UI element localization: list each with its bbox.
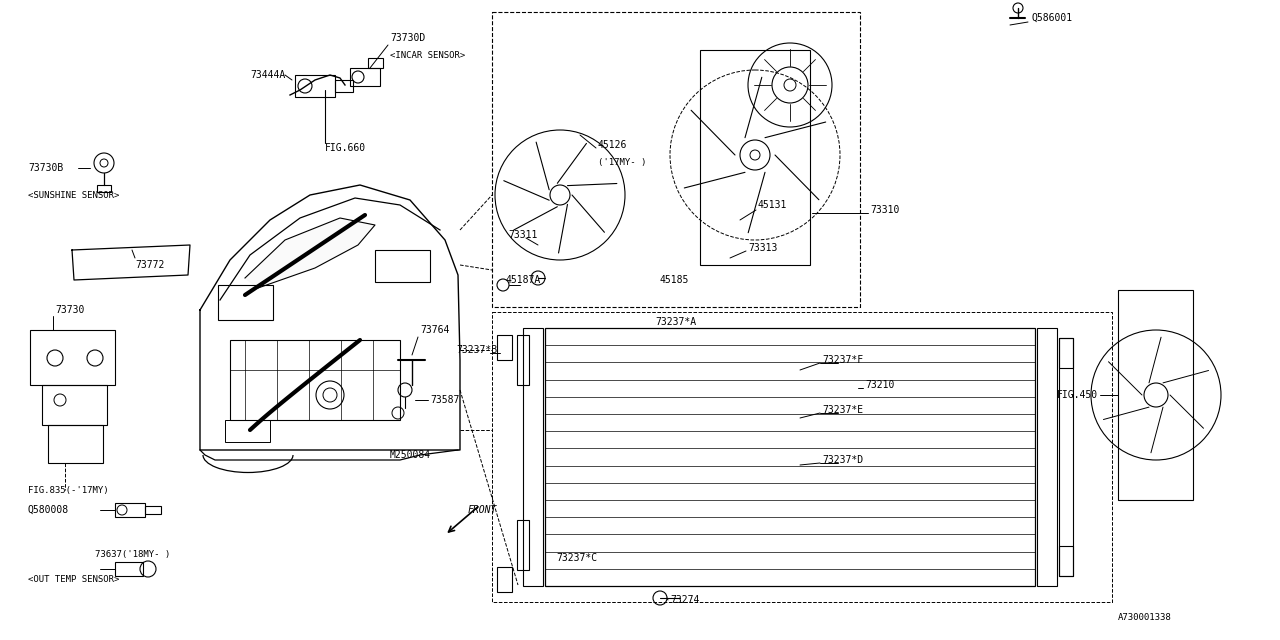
Bar xyxy=(1117,290,1193,500)
Text: 45185: 45185 xyxy=(660,275,690,285)
Text: 45131: 45131 xyxy=(758,200,787,210)
Text: 73730: 73730 xyxy=(55,305,84,315)
Bar xyxy=(1059,546,1073,576)
Bar xyxy=(97,185,111,192)
Circle shape xyxy=(1144,383,1169,407)
Text: <SUNSHINE SENSOR>: <SUNSHINE SENSOR> xyxy=(28,191,119,200)
Bar xyxy=(524,328,543,586)
Circle shape xyxy=(783,79,796,91)
Text: 73587: 73587 xyxy=(430,395,460,405)
Text: M250084: M250084 xyxy=(390,450,431,460)
Bar xyxy=(369,58,383,68)
Text: Q586001: Q586001 xyxy=(1032,13,1073,23)
Text: A730001338: A730001338 xyxy=(1117,614,1171,623)
Polygon shape xyxy=(244,218,375,288)
Bar xyxy=(335,80,353,92)
Bar xyxy=(115,562,143,576)
Text: 73764: 73764 xyxy=(420,325,449,335)
Bar xyxy=(145,506,161,514)
Text: 73730B: 73730B xyxy=(28,163,63,173)
Bar xyxy=(497,567,512,592)
Bar xyxy=(115,503,145,517)
Bar xyxy=(375,250,430,282)
Bar xyxy=(492,312,1112,602)
Text: <INCAR SENSOR>: <INCAR SENSOR> xyxy=(390,51,465,60)
Text: 73237*D: 73237*D xyxy=(822,455,863,465)
Text: 73274: 73274 xyxy=(669,595,699,605)
Text: 73237*B: 73237*B xyxy=(456,345,497,355)
Text: 73237*A: 73237*A xyxy=(655,317,696,327)
Text: 73313: 73313 xyxy=(748,243,777,253)
Text: ('17MY- ): ('17MY- ) xyxy=(598,157,646,166)
Circle shape xyxy=(750,150,760,160)
Text: FIG.835(-'17MY): FIG.835(-'17MY) xyxy=(28,486,109,495)
Text: 73237*E: 73237*E xyxy=(822,405,863,415)
Text: 73210: 73210 xyxy=(865,380,895,390)
Bar xyxy=(545,328,1036,586)
Text: 73444A: 73444A xyxy=(250,70,285,80)
Bar xyxy=(294,75,335,97)
Bar xyxy=(517,520,529,570)
Bar xyxy=(225,420,270,442)
Bar xyxy=(497,335,512,360)
Text: Q580008: Q580008 xyxy=(28,505,69,515)
Circle shape xyxy=(100,159,108,167)
Bar xyxy=(218,285,273,320)
Bar xyxy=(517,335,529,385)
Text: FIG.450: FIG.450 xyxy=(1057,390,1098,400)
Bar xyxy=(1037,328,1057,586)
Text: 45187A: 45187A xyxy=(506,275,540,285)
Text: 73730D: 73730D xyxy=(390,33,425,43)
Bar xyxy=(349,68,380,86)
Bar xyxy=(49,425,102,463)
Text: 73311: 73311 xyxy=(508,230,538,240)
Bar xyxy=(1059,338,1073,576)
Text: 73237*F: 73237*F xyxy=(822,355,863,365)
Text: FRONT: FRONT xyxy=(468,505,498,515)
Bar xyxy=(492,12,860,307)
Text: 45126: 45126 xyxy=(598,140,627,150)
Text: 73310: 73310 xyxy=(870,205,900,215)
Text: FIG.660: FIG.660 xyxy=(325,143,366,153)
Bar xyxy=(1059,338,1073,368)
Bar xyxy=(230,340,399,420)
Bar xyxy=(42,385,108,425)
Text: 73637('18MY- ): 73637('18MY- ) xyxy=(95,550,170,559)
Circle shape xyxy=(772,67,808,103)
Text: 73237*C: 73237*C xyxy=(556,553,598,563)
Bar xyxy=(29,330,115,385)
Circle shape xyxy=(116,505,127,515)
Text: 73772: 73772 xyxy=(134,260,164,270)
Text: <OUT TEMP SENSOR>: <OUT TEMP SENSOR> xyxy=(28,575,119,584)
Bar xyxy=(700,50,810,265)
